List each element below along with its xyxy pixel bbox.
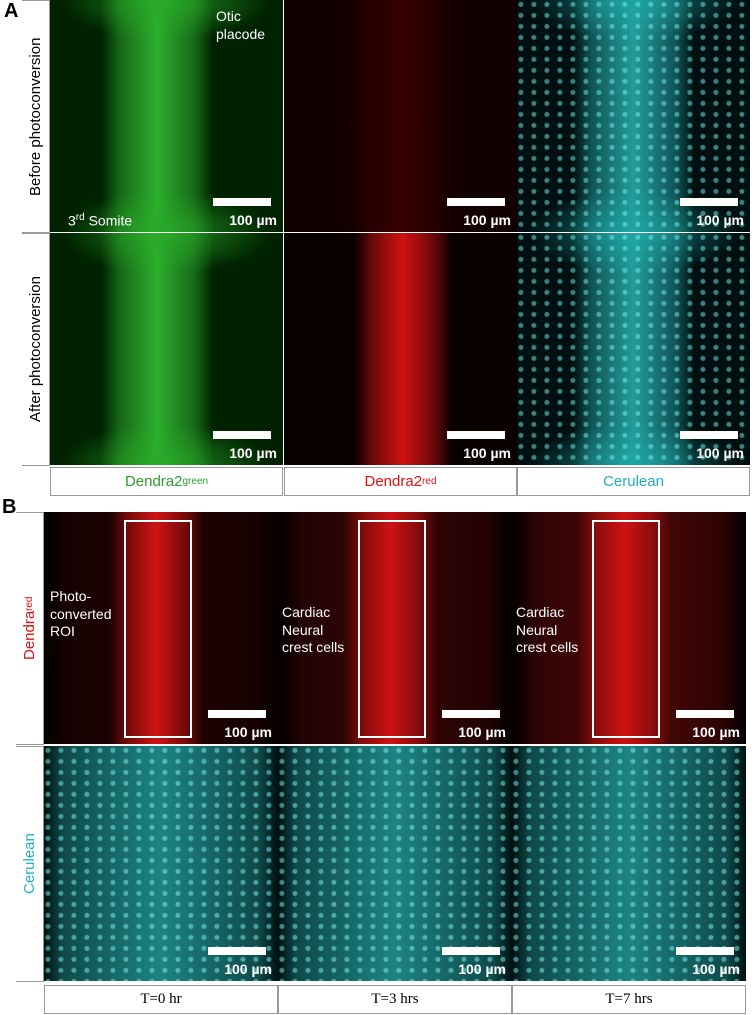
micrograph: 100 µm Otic placode 3rd Somite	[50, 0, 283, 232]
column-label: T=0 hr	[44, 985, 278, 1014]
scale-bar-label: 100 µm	[458, 724, 506, 740]
micrograph: 100 µm	[50, 233, 283, 465]
scale-bar	[213, 431, 271, 439]
scale-bar-label: 100 µm	[692, 961, 740, 977]
scale-bar-label: 100 µm	[229, 445, 277, 461]
scale-bar-label: 100 µm	[229, 212, 277, 228]
scale-bar-label: 100 µm	[692, 724, 740, 740]
scale-bar	[208, 947, 266, 955]
column-label: Dendra2 red	[284, 467, 517, 496]
text: Somite	[84, 212, 133, 229]
text: Dendra2	[124, 473, 183, 490]
row-label: Dendra red	[16, 512, 44, 745]
text: Cerulean	[603, 473, 664, 490]
scale-bar	[442, 710, 500, 718]
annotation: Cardiac Neural crest cells	[516, 604, 579, 655]
column-label: T=7 hrs	[512, 985, 746, 1014]
scale-bar	[208, 710, 266, 718]
scale-bar	[442, 947, 500, 955]
text: Dendra	[21, 611, 38, 661]
text: 3	[68, 212, 76, 229]
micrograph: 100 µm	[278, 746, 512, 981]
text: Cerulean	[21, 833, 38, 895]
annotation: Cardiac Neural crest cells	[282, 604, 345, 655]
micrograph: 100 µm	[44, 746, 278, 981]
scale-bar-label: 100 µm	[224, 724, 272, 740]
superscript: red	[422, 476, 437, 487]
column-label: Dendra2 green	[50, 467, 283, 496]
row-label: After photoconversion	[22, 233, 50, 466]
scale-bar	[680, 431, 738, 439]
row-label: Before photoconversion	[22, 0, 50, 233]
micrograph: 100 µm	[284, 233, 517, 465]
scale-bar	[447, 198, 505, 206]
scale-bar	[676, 947, 734, 955]
micrograph: 100 µm	[284, 0, 517, 232]
scale-bar	[680, 198, 738, 206]
scale-bar-label: 100 µm	[458, 961, 506, 977]
scale-bar	[213, 198, 271, 206]
scale-bar-label: 100 µm	[696, 212, 744, 228]
roi-box	[592, 520, 660, 738]
micrograph: 100 µm Cardiac Neural crest cells	[278, 512, 512, 744]
micrograph: 100 µm	[517, 233, 750, 465]
scale-bar-label: 100 µm	[463, 212, 511, 228]
scale-bar-label: 100 µm	[696, 445, 744, 461]
superscript: green	[182, 476, 209, 487]
column-label: T=3 hrs	[278, 985, 512, 1014]
row-label: Cerulean	[16, 746, 44, 982]
scale-bar	[447, 431, 505, 439]
micrograph: 100 µm Photo- converted ROI	[44, 512, 278, 744]
annotation: 3rd Somite	[68, 212, 132, 230]
annotation: Otic placode	[216, 8, 266, 42]
text: Dendra2	[364, 473, 423, 490]
superscript: rd	[75, 212, 85, 223]
annotation: Photo- converted ROI	[50, 588, 112, 639]
scale-bar-label: 100 µm	[463, 445, 511, 461]
superscript: red	[24, 596, 35, 612]
column-label: Cerulean	[517, 467, 750, 496]
micrograph: 100 µm	[517, 0, 750, 232]
scale-bar	[676, 710, 734, 718]
roi-box	[124, 520, 192, 738]
micrograph: 100 µm	[512, 746, 746, 981]
roi-box	[358, 520, 426, 738]
panel-label: A	[4, 0, 19, 22]
scale-bar-label: 100 µm	[224, 961, 272, 977]
panel-label: B	[2, 496, 17, 518]
micrograph: 100 µm Cardiac Neural crest cells	[512, 512, 746, 744]
